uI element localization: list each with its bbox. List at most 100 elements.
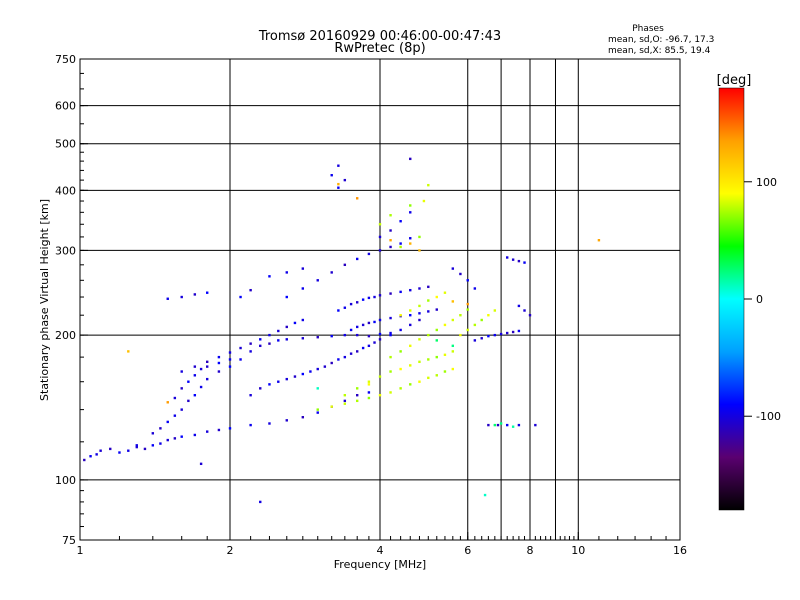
data-point	[499, 422, 503, 425]
data-point	[337, 186, 340, 189]
data-point	[422, 199, 426, 203]
data-point	[285, 419, 288, 422]
data-point	[389, 292, 392, 295]
data-point	[337, 309, 340, 312]
data-point	[399, 290, 402, 294]
data-point	[517, 259, 521, 263]
data-point	[493, 333, 497, 337]
data-point	[399, 220, 402, 223]
data-point	[389, 316, 392, 320]
data-point	[409, 383, 412, 386]
data-point	[205, 430, 209, 433]
data-point	[427, 299, 430, 302]
data-point	[193, 433, 197, 437]
data-point	[268, 342, 271, 345]
data-point	[409, 323, 412, 327]
data-point	[361, 346, 365, 350]
data-point	[389, 239, 392, 242]
data-point	[173, 414, 177, 417]
y-tick-label: 100	[55, 474, 76, 487]
data-point	[199, 462, 203, 466]
data-point	[239, 295, 242, 299]
data-point	[349, 328, 353, 332]
data-point	[349, 352, 353, 355]
data-point	[451, 267, 455, 270]
data-point	[217, 355, 221, 359]
data-point	[343, 178, 347, 182]
data-point	[389, 229, 392, 232]
data-point	[399, 245, 402, 249]
data-point	[378, 318, 382, 322]
data-point	[399, 387, 402, 390]
data-point	[301, 416, 305, 419]
data-point	[473, 287, 477, 290]
data-point	[427, 183, 430, 187]
data-point	[180, 295, 183, 299]
data-point	[355, 301, 359, 304]
data-point	[127, 350, 130, 353]
data-point	[499, 332, 503, 336]
chart-title: Tromsø 20160929 00:46:00-00:47:43	[258, 29, 501, 44]
data-point	[277, 329, 280, 333]
data-point	[166, 420, 169, 424]
data-point	[316, 411, 319, 414]
data-point	[355, 333, 359, 337]
data-point	[355, 387, 359, 390]
data-point	[330, 271, 333, 274]
data-point	[293, 375, 297, 378]
data-point	[268, 275, 271, 278]
data-point	[228, 427, 232, 430]
data-point	[511, 425, 515, 428]
data-point	[217, 370, 221, 373]
data-point	[83, 458, 86, 462]
data-point	[187, 399, 190, 403]
data-point	[259, 338, 262, 341]
data-point	[199, 367, 203, 371]
data-point	[173, 437, 177, 440]
y-axis-label: Stationary phase Virtual Height [km]	[38, 199, 51, 401]
data-point	[418, 287, 421, 290]
data-point	[330, 405, 333, 408]
x-tick-label: 6	[464, 544, 471, 557]
phases-stat-x: mean, sd,X: 85.5, 19.4	[608, 46, 711, 56]
data-point	[205, 377, 209, 381]
data-point	[399, 313, 402, 317]
data-point	[534, 423, 537, 427]
data-point	[109, 447, 112, 451]
data-point	[277, 339, 280, 342]
data-point	[285, 377, 288, 381]
data-point	[343, 399, 347, 403]
data-point	[435, 339, 438, 342]
data-point	[378, 338, 382, 341]
data-point	[451, 350, 455, 353]
data-point	[355, 399, 359, 403]
data-point	[249, 423, 252, 427]
data-point	[228, 358, 232, 361]
y-tick-label: 200	[55, 329, 76, 342]
data-point	[487, 313, 490, 317]
data-point	[373, 295, 376, 299]
data-point	[217, 428, 221, 432]
data-point	[367, 321, 371, 325]
phases-heading: Phases	[632, 24, 664, 34]
data-point	[427, 310, 430, 313]
y-axis: 75 100 200 300 400 500 600 750	[55, 53, 88, 547]
data-point	[427, 333, 430, 337]
x-tick-label: 8	[527, 544, 534, 557]
data-point	[389, 391, 392, 394]
data-point	[135, 445, 138, 449]
x-tick-label: 2	[227, 544, 234, 557]
data-point	[309, 370, 312, 373]
data-point	[367, 334, 371, 338]
data-point	[451, 367, 455, 371]
data-point	[418, 235, 421, 239]
data-point	[355, 325, 359, 329]
data-point	[187, 380, 190, 383]
data-point	[349, 302, 353, 306]
data-point	[249, 288, 252, 292]
data-point	[343, 333, 347, 337]
data-point	[166, 438, 169, 442]
data-point	[367, 391, 371, 394]
data-point	[268, 422, 271, 425]
data-point	[316, 387, 319, 390]
